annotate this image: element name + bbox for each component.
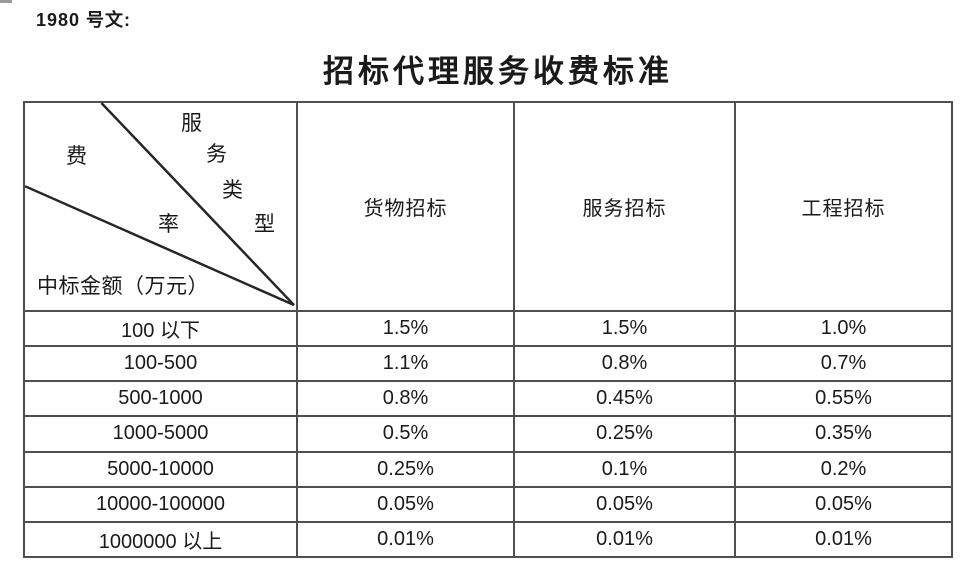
corner-label-amount: 中标金额（万元）	[37, 274, 209, 298]
column-header-services: 服务招标	[513, 101, 736, 312]
works-rate-cell: 0.35%	[734, 415, 953, 453]
amount-range-cell: 500-1000	[23, 380, 298, 418]
amount-range-cell: 1000000 以上	[23, 520, 298, 559]
goods-rate-cell: 1.1%	[296, 345, 515, 383]
table-row: 1000000 以上 0.01% 0.01% 0.01%	[23, 520, 953, 559]
table-row: 500-1000 0.8% 0.45% 0.55%	[23, 380, 953, 418]
services-rate-cell: 0.05%	[513, 485, 736, 523]
goods-rate-cell: 0.05%	[296, 485, 515, 523]
works-rate-cell: 1.0%	[734, 309, 953, 348]
diagonal-corner-cell: 费 率 服 务 类 型 中标金额（万元）	[23, 101, 298, 312]
corner-label-service-type-char: 务	[206, 142, 227, 166]
page-title: 招标代理服务收费标准	[323, 54, 673, 90]
table-row: 100-500 1.1% 0.8% 0.7%	[23, 345, 953, 383]
works-rate-cell: 0.01%	[734, 520, 953, 559]
amount-range-cell: 100-500	[23, 345, 298, 383]
doc-number-label: 1980 号文:	[36, 10, 132, 30]
services-rate-cell: 0.25%	[513, 415, 736, 453]
table-row: 10000-100000 0.05% 0.05% 0.05%	[23, 485, 953, 523]
table-row: 1000-5000 0.5% 0.25% 0.35%	[23, 415, 953, 453]
fee-standard-table: 费 率 服 务 类 型 中标金额（万元） 货物招标 服务招标 工程招标 100 …	[23, 101, 953, 559]
amount-range-cell: 10000-100000	[23, 485, 298, 523]
column-header-goods: 货物招标	[296, 101, 515, 312]
table-header-row: 费 率 服 务 类 型 中标金额（万元） 货物招标 服务招标 工程招标	[23, 101, 953, 312]
services-rate-cell: 1.5%	[513, 309, 736, 348]
corner-label-service-type-char: 型	[254, 212, 275, 236]
corner-label-fee: 费	[66, 144, 87, 168]
works-rate-cell: 0.05%	[734, 485, 953, 523]
fee-table-body: 100 以下 1.5% 1.5% 1.0% 100-500 1.1% 0.8% 0.7% 500…	[23, 309, 953, 559]
works-rate-cell: 0.2%	[734, 450, 953, 488]
page-edge-artifact	[0, 0, 12, 3]
table-row: 5000-10000 0.25% 0.1% 0.2%	[23, 450, 953, 488]
works-rate-cell: 0.55%	[734, 380, 953, 418]
corner-label-rate: 率	[158, 212, 179, 236]
corner-label-service-type-char: 服	[181, 111, 202, 135]
column-header-works: 工程招标	[734, 101, 953, 312]
goods-rate-cell: 0.8%	[296, 380, 515, 418]
goods-rate-cell: 0.01%	[296, 520, 515, 559]
services-rate-cell: 0.8%	[513, 345, 736, 383]
goods-rate-cell: 1.5%	[296, 309, 515, 348]
services-rate-cell: 0.45%	[513, 380, 736, 418]
services-rate-cell: 0.01%	[513, 520, 736, 559]
corner-label-service-type-char: 类	[222, 178, 243, 202]
goods-rate-cell: 0.25%	[296, 450, 515, 488]
amount-range-cell: 5000-10000	[23, 450, 298, 488]
table-row: 100 以下 1.5% 1.5% 1.0%	[23, 309, 953, 348]
services-rate-cell: 0.1%	[513, 450, 736, 488]
amount-range-cell: 100 以下	[23, 309, 298, 348]
amount-range-cell: 1000-5000	[23, 415, 298, 453]
goods-rate-cell: 0.5%	[296, 415, 515, 453]
diagonal-lines	[25, 103, 295, 307]
works-rate-cell: 0.7%	[734, 345, 953, 383]
